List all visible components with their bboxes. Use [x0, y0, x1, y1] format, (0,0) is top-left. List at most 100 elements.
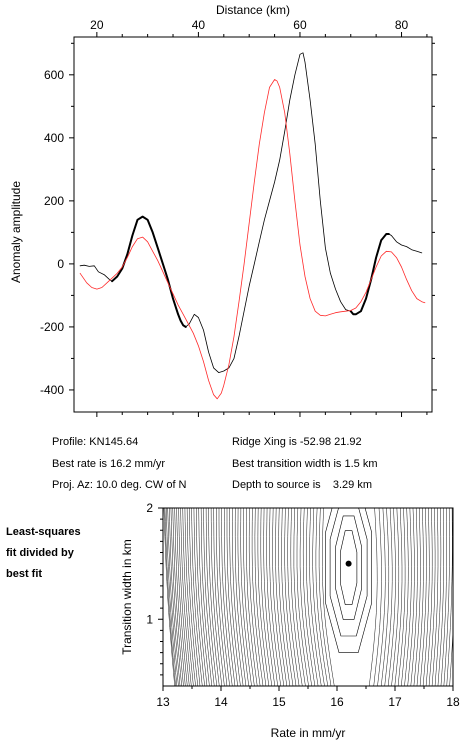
y-tick-label: 400	[44, 131, 64, 145]
contour-line	[246, 508, 258, 686]
contour-line	[221, 508, 233, 686]
contour-line	[309, 508, 322, 686]
observed-anomaly-line	[185, 52, 352, 374]
x-tick-label: 40	[192, 18, 206, 32]
contour-line	[437, 508, 444, 686]
contour-line	[397, 508, 406, 686]
y-tick-label: -200	[40, 320, 64, 334]
contour-line	[180, 508, 192, 686]
best-width-info: Best transition width is 1.5 km	[232, 458, 378, 470]
contour-line	[234, 508, 247, 686]
contour-line	[322, 508, 335, 686]
contour-line	[416, 508, 424, 686]
contour-line	[218, 508, 230, 686]
misfit-contour-chart: 13 14 15 16 17 18 1 2 Rate in mm/yr Transition …	[120, 501, 460, 740]
contour-line	[184, 508, 196, 686]
contour-line	[425, 508, 433, 686]
contour-line	[293, 508, 306, 686]
contour-axes-ticks	[158, 507, 454, 691]
contour-line	[299, 508, 312, 686]
contour-line	[272, 508, 285, 686]
anomaly-series	[79, 52, 426, 400]
contour-line	[200, 508, 213, 686]
depth-info: Depth to source is 3.29 km	[232, 479, 373, 491]
contour-line	[170, 508, 182, 686]
contour-line	[163, 508, 175, 686]
x-axis-title: Distance (km)	[216, 3, 290, 17]
contour-caption: Least-squares fit divided by best fit	[6, 522, 81, 585]
rate-tick-label: 16	[330, 695, 344, 709]
contour-line	[391, 508, 400, 686]
contour-line	[287, 508, 300, 686]
contour-line	[380, 508, 390, 686]
closed-contour	[335, 515, 362, 620]
contour-lines	[163, 508, 453, 686]
rate-axis-title: Rate in mm/yr	[271, 726, 346, 740]
contour-line	[384, 508, 393, 686]
contour-line	[449, 624, 453, 686]
contour-line	[281, 508, 294, 686]
contour-line	[191, 508, 203, 686]
contour-line	[254, 508, 267, 686]
observed-anomaly-line	[388, 233, 423, 254]
contour-line	[446, 508, 453, 686]
width-axis-title: Transition width in km	[120, 539, 134, 655]
closed-contour	[339, 530, 358, 605]
contour-line	[240, 508, 252, 686]
projection-azimuth-info: Proj. Az: 10.0 deg. CW of N	[52, 479, 187, 491]
contour-line	[410, 508, 418, 686]
contour-line	[208, 508, 220, 686]
width-tick-label: 2	[146, 501, 153, 515]
rate-tick-label: 15	[272, 695, 286, 709]
y-tick-label: 200	[44, 194, 64, 208]
contour-line	[434, 508, 442, 686]
observed-anomaly-line	[349, 233, 390, 316]
profile-info: Profile: KN145.64	[52, 436, 139, 448]
caption-line-1: Least-squares	[6, 526, 81, 538]
contour-line	[174, 508, 186, 686]
contour-line	[401, 508, 409, 686]
contour-line	[296, 508, 309, 686]
contour-line	[169, 508, 181, 686]
contour-line	[407, 508, 415, 686]
contour-line	[443, 508, 450, 686]
contour-line	[210, 508, 223, 686]
contour-line	[229, 508, 241, 686]
y-tick-label: -400	[40, 383, 64, 397]
anomaly-tick-labels: 20 40 60 80 -400 -200 0 200 400 600	[40, 18, 409, 397]
contour-line	[196, 508, 208, 686]
observed-anomaly-line	[111, 215, 187, 328]
contour-line	[275, 508, 288, 686]
ridge-crossing-info: Ridge Xing is -52.98 21.92	[232, 436, 362, 448]
contour-line	[176, 508, 188, 686]
contour-line	[266, 508, 278, 686]
contour-line	[198, 508, 210, 686]
contour-line	[186, 508, 199, 686]
contour-line	[243, 508, 255, 686]
contour-line	[213, 508, 225, 686]
contour-line	[257, 508, 270, 686]
y-axis-title: Anomaly amplitude	[9, 181, 23, 283]
contour-line	[172, 508, 184, 686]
contour-tick-labels: 13 14 15 16 17 18 1 2	[146, 501, 460, 709]
contour-line	[413, 508, 421, 686]
contour-line	[263, 508, 276, 686]
contour-line	[203, 508, 215, 686]
rate-tick-label: 18	[446, 695, 460, 709]
contour-line	[394, 508, 403, 686]
x-tick-label: 20	[90, 18, 104, 32]
observed-anomaly-line	[79, 264, 113, 282]
model-anomaly-line	[79, 79, 426, 400]
contour-line	[248, 508, 261, 686]
contour-line	[290, 508, 303, 686]
contour-line	[312, 508, 325, 686]
contour-line	[182, 508, 194, 686]
anomaly-plot-frame	[73, 36, 433, 413]
contour-line	[178, 508, 190, 686]
best-fit-point	[345, 560, 352, 567]
contour-line	[224, 508, 236, 686]
x-tick-label: 60	[293, 18, 307, 32]
contour-line	[369, 508, 378, 686]
caption-line-3: best fit	[6, 568, 43, 580]
rate-tick-label: 17	[388, 695, 402, 709]
